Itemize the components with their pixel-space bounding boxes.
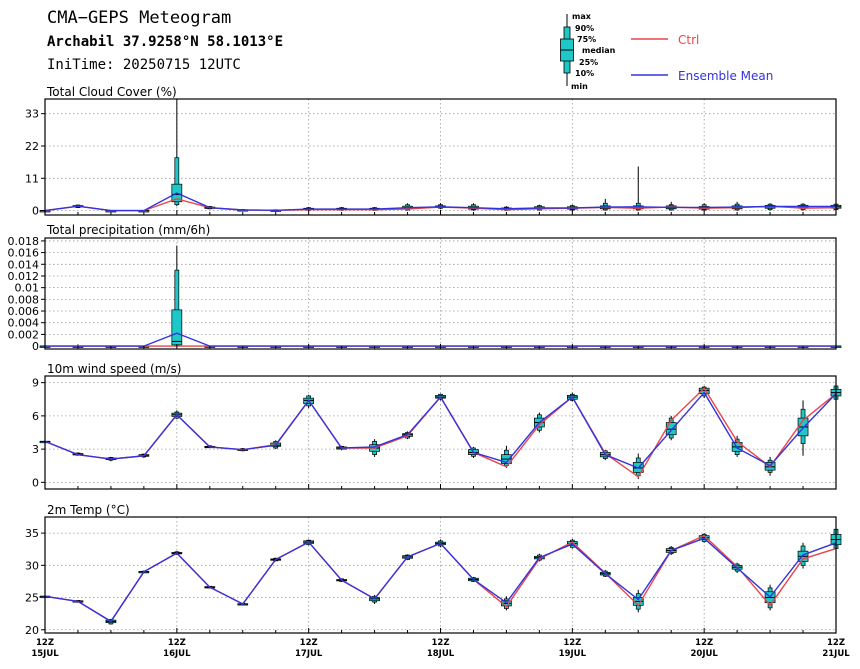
location-label: Archabil 37.9258°N 58.1013°E	[47, 34, 283, 50]
box-19JUL-18Z	[599, 198, 611, 211]
cloud-cover-panel: 0 11 22 33	[25, 98, 842, 218]
ctrl-line	[44, 534, 837, 623]
x-hour-label: 12Z	[827, 638, 845, 648]
x-date-label: 15JUL	[31, 649, 59, 659]
legend-ctrl-label: Ctrl	[678, 33, 699, 47]
box-16JUL-12Z	[171, 99, 183, 207]
y-tick-label: 35	[25, 527, 39, 540]
y-tick-label: 11	[25, 172, 39, 185]
box-inner	[171, 309, 183, 346]
precipitation-panel: 00.0020.0040.0060.0080.010.0120.0140.016…	[8, 235, 842, 353]
box-legend: max 90% 75% median 25% 10% min	[560, 12, 616, 91]
cloud-panel-title: Total Cloud Cover (%)	[46, 85, 177, 99]
x-date-label: 21JUL	[822, 649, 850, 659]
x-hour-label: 12Z	[695, 638, 713, 648]
x-hour-label: 12Z	[36, 638, 54, 648]
y-tick-label: 9	[32, 377, 39, 390]
y-tick-label: 6	[32, 410, 39, 423]
ensemble-mean-line	[44, 391, 837, 469]
y-tick-label: 0.002	[8, 328, 40, 341]
x-hour-label: 12Z	[432, 638, 450, 648]
y-tick-label: 3	[32, 443, 39, 456]
legend-10: 10%	[575, 69, 594, 78]
y-tick-label: 0.008	[8, 293, 40, 306]
legend-mean-label: Ensemble Mean	[678, 69, 773, 83]
legend-25: 25%	[579, 58, 598, 67]
box-20JUL-06Z	[665, 201, 677, 211]
x-axis-labels: 12Z15JUL12Z16JUL12Z17JUL12Z18JUL12Z19JUL…	[31, 638, 850, 659]
y-tick-label: 20	[25, 624, 39, 637]
ensemble-mean-line	[44, 537, 837, 623]
y-tick-label: 0.018	[8, 235, 40, 248]
y-tick-label: 33	[25, 108, 39, 121]
x-date-label: 16JUL	[163, 649, 191, 659]
box-20JUL-18Z	[731, 435, 743, 457]
y-tick-label: 0.006	[8, 305, 40, 318]
ensemble-mean-line	[44, 192, 836, 212]
init-time-label: IniTime: 20250715 12UTC	[47, 57, 241, 73]
x-date-label: 17JUL	[295, 649, 323, 659]
box-19JUL-00Z	[501, 445, 512, 468]
x-hour-label: 12Z	[563, 638, 581, 648]
x-date-label: 19JUL	[559, 649, 587, 659]
box-20JUL-00Z	[632, 166, 644, 211]
y-tick-label: 0	[32, 340, 39, 353]
x-hour-label: 12Z	[168, 638, 186, 648]
y-tick-label: 0.016	[8, 247, 40, 260]
legend-90: 90%	[575, 24, 594, 33]
wind-panel-title: 10m wind speed (m/s)	[47, 362, 181, 376]
legend-max: max	[572, 12, 592, 21]
box-16JUL-12Z	[171, 245, 183, 347]
legend-75: 75%	[577, 35, 596, 44]
y-tick-label: 25	[25, 592, 39, 605]
y-tick-label: 0.012	[8, 270, 40, 283]
y-tick-label: 0.004	[8, 317, 40, 330]
y-tick-label: 0.014	[8, 258, 40, 271]
box-20JUL-18Z	[731, 201, 743, 211]
chart-title: CMA−GEPS Meteogram	[47, 8, 231, 28]
wind-speed-panel: 0 3 6 9	[32, 375, 842, 490]
y-tick-label: 0	[32, 476, 39, 489]
temperature-panel: 20 25 30 35	[25, 516, 842, 637]
y-tick-label: 0	[32, 205, 39, 218]
y-tick-label: 22	[25, 140, 39, 153]
y-tick-label: 0.01	[15, 282, 40, 295]
temp-panel-title: 2m Temp (°C)	[47, 503, 130, 517]
x-hour-label: 12Z	[300, 638, 318, 648]
box-inner	[665, 422, 677, 436]
x-date-label: 20JUL	[691, 649, 719, 659]
line-legend: Ctrl Ensemble Mean	[631, 33, 773, 83]
y-tick-label: 30	[25, 559, 39, 572]
legend-median: median	[582, 46, 616, 55]
legend-min: min	[571, 82, 588, 91]
precip-panel-title: Total precipitation (mm/6h)	[46, 223, 210, 237]
x-date-label: 18JUL	[427, 649, 455, 659]
box-outer	[174, 157, 180, 206]
